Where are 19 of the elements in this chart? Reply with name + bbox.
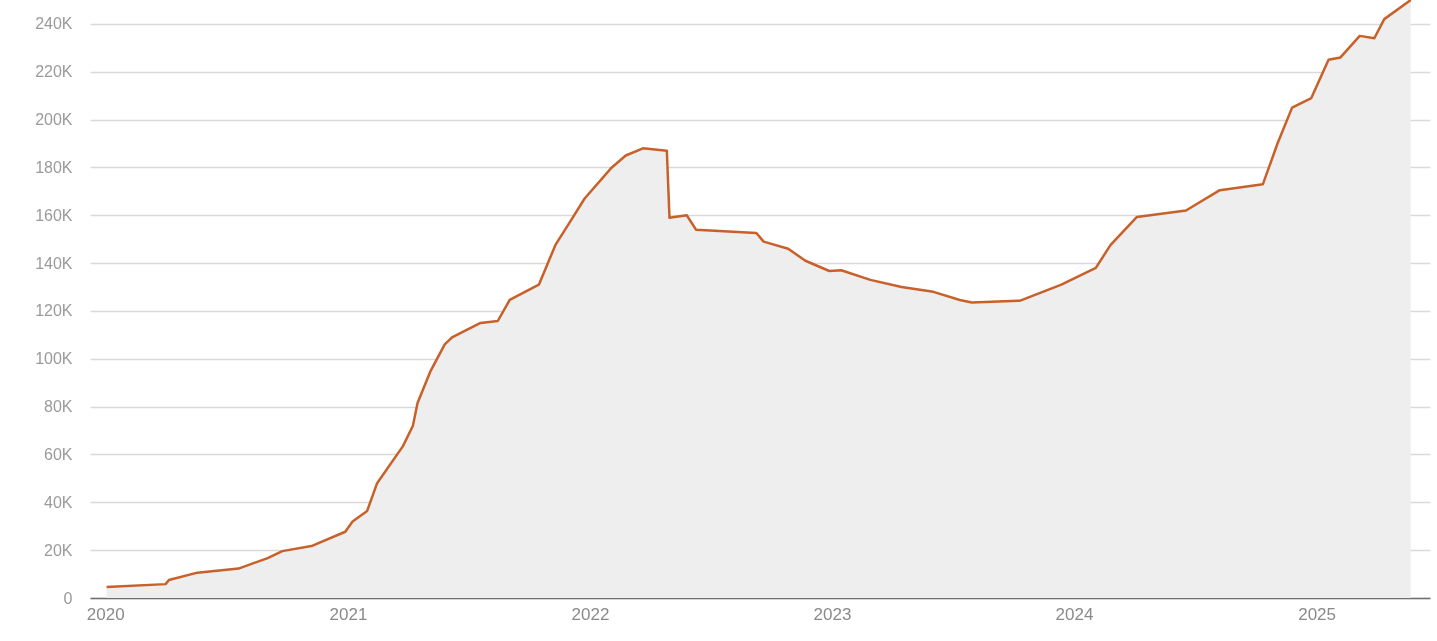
y-tick-label: 140K (35, 254, 73, 272)
x-tick-label: 2020 (86, 604, 125, 624)
x-tick-label: 2024 (1055, 604, 1094, 624)
y-tick-label: 160K (35, 206, 73, 224)
y-tick-label: 200K (35, 111, 73, 129)
y-tick-label: 220K (35, 63, 73, 81)
y-tick-label: 240K (35, 15, 73, 33)
y-tick-label: 60K (44, 445, 73, 463)
x-tick-label: 2021 (329, 604, 368, 624)
y-tick-label: 0 (63, 589, 73, 607)
x-tick-label: 2022 (571, 604, 610, 624)
x-tick-label: 2025 (1298, 604, 1337, 624)
y-tick-label: 120K (35, 302, 73, 320)
x-tick-label: 2023 (813, 604, 852, 624)
y-tick-label: 40K (44, 493, 73, 511)
y-tick-label: 80K (44, 398, 73, 416)
y-tick-label: 100K (35, 350, 73, 368)
y-tick-label: 180K (35, 158, 73, 176)
y-tick-label: 20K (44, 541, 73, 559)
